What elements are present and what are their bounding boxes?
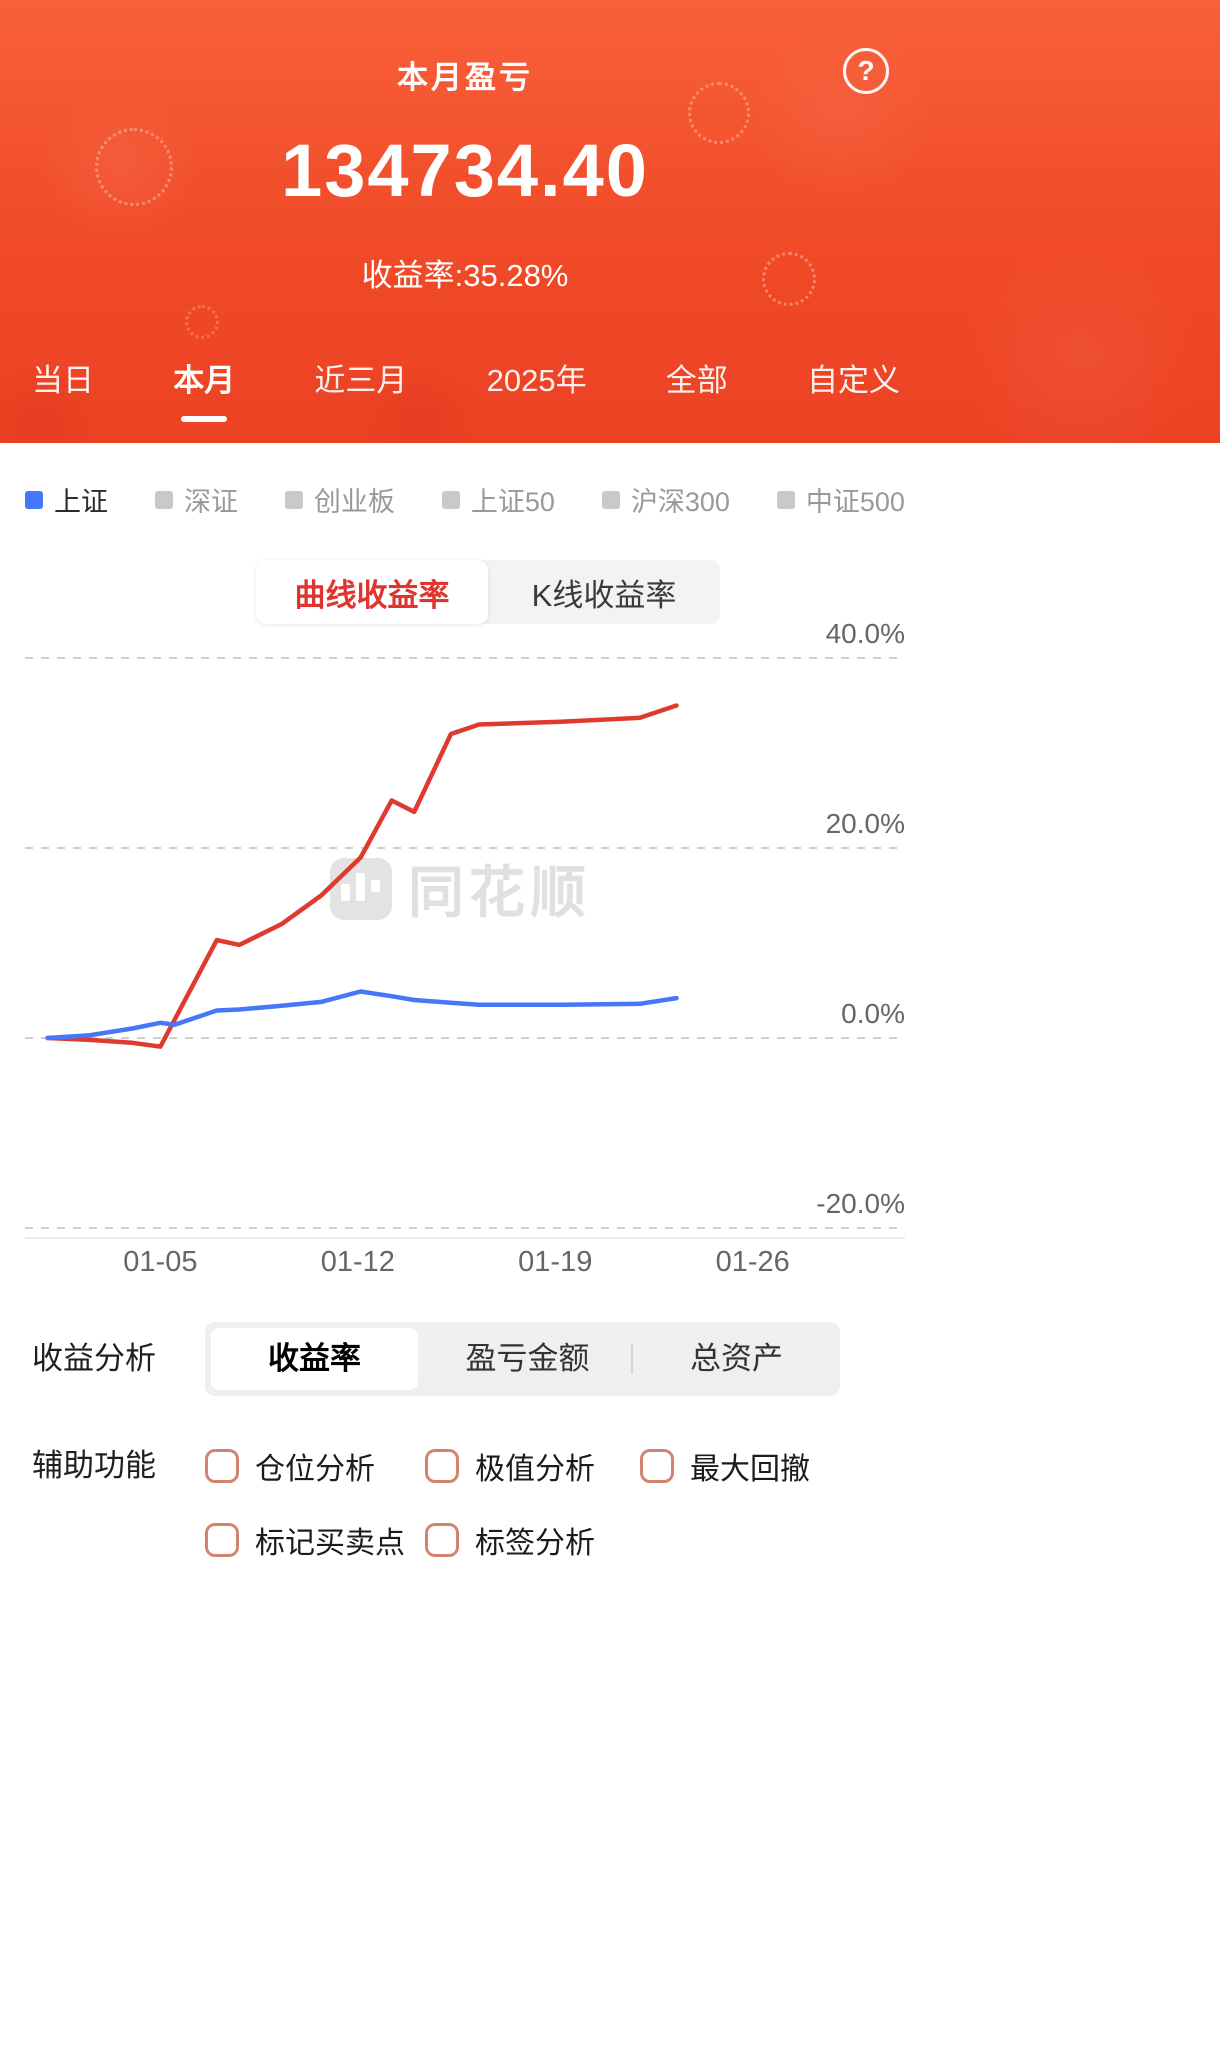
tab-underline xyxy=(514,416,560,422)
firework-decoration xyxy=(95,128,173,206)
legend-sse[interactable]: 上证 xyxy=(25,480,108,519)
checkbox-label: 标记买卖点 xyxy=(255,1527,405,1560)
toggle-kline-return[interactable]: K线收益率 xyxy=(531,577,677,613)
legend-label: 沪深300 xyxy=(630,487,730,517)
tab-last-3-months[interactable]: 近三月 xyxy=(314,355,407,422)
legend-label: 创业板 xyxy=(313,487,395,517)
return-chart[interactable]: 同花顺 40.0% 20.0% 0.0% -20.0% xyxy=(25,618,905,1239)
period-tabs: 当日 本月 近三月 2025年 全部 自定义 xyxy=(32,355,900,422)
tab-return-rate[interactable]: 收益率 xyxy=(211,1328,418,1390)
analysis-tabs: 收益率 盈亏金额 总资产 xyxy=(205,1322,840,1396)
legend-chinext[interactable]: 创业板 xyxy=(284,480,395,519)
aux-section-title: 辅助功能 xyxy=(32,1448,156,1483)
tab-all[interactable]: 全部 xyxy=(666,355,728,422)
checkbox-label: 最大回撤 xyxy=(690,1453,810,1486)
checkbox-label: 仓位分析 xyxy=(255,1453,375,1486)
legend-swatch xyxy=(441,490,460,509)
legend-swatch xyxy=(776,490,795,509)
chart-canvas[interactable] xyxy=(25,625,905,1237)
firework-decoration xyxy=(762,252,816,306)
series-line-0 xyxy=(45,703,679,1049)
watermark-text: 同花顺 xyxy=(408,861,591,924)
checkbox-icon xyxy=(640,1449,674,1483)
y-axis-label: 20.0% xyxy=(825,808,905,839)
legend-csi500[interactable]: 中证500 xyxy=(776,480,905,519)
legend-label: 深证 xyxy=(183,487,238,517)
firework-decoration xyxy=(185,305,219,339)
tab-underline xyxy=(181,416,228,422)
tab-label: 2025年 xyxy=(486,363,587,398)
return-rate-label: 收益率: xyxy=(361,258,464,293)
tab-underline xyxy=(674,416,720,422)
index-legend: 上证 深证 创业板 上证50 沪深300 中证500 xyxy=(25,480,905,519)
tab-total-assets[interactable]: 总资产 xyxy=(690,1341,783,1376)
chart-type-toggle: 曲线收益率 K线收益率 xyxy=(256,560,720,624)
x-axis-label: 01-12 xyxy=(320,1246,395,1278)
series-line-1 xyxy=(45,989,679,1041)
tab-underline xyxy=(830,416,876,422)
tab-today[interactable]: 当日 xyxy=(32,355,94,422)
checkbox-tag-analysis[interactable]: 标签分析 xyxy=(425,1514,640,1566)
return-rate-value: 35.28% xyxy=(463,258,569,293)
tab-label: 近三月 xyxy=(314,363,408,398)
checkbox-position-analysis[interactable]: 仓位分析 xyxy=(205,1440,425,1492)
tab-label: 当日 xyxy=(32,363,94,398)
checkbox-max-drawdown[interactable]: 最大回撤 xyxy=(640,1440,890,1492)
legend-label: 中证500 xyxy=(805,487,905,517)
page-title: 本月盈亏 xyxy=(397,60,533,95)
tab-label: 自定义 xyxy=(806,363,900,398)
checkbox-extreme-analysis[interactable]: 极值分析 xyxy=(425,1440,640,1492)
x-axis-label: 01-26 xyxy=(715,1246,790,1278)
tab-underline xyxy=(338,416,384,422)
tab-custom[interactable]: 自定义 xyxy=(807,355,900,422)
tab-label: 本月 xyxy=(173,363,236,398)
checkbox-icon xyxy=(205,1449,239,1483)
legend-csi300[interactable]: 沪深300 xyxy=(601,480,730,519)
x-axis-label: 01-19 xyxy=(518,1246,593,1278)
legend-swatch xyxy=(25,490,43,509)
aux-options: 仓位分析 极值分析 最大回撤 标记买卖点 标签分析 xyxy=(205,1440,905,1566)
tab-this-month[interactable]: 本月 xyxy=(173,355,235,422)
return-rate: 收益率:35.28% xyxy=(0,250,930,295)
y-axis-label: 0.0% xyxy=(841,998,905,1029)
checkbox-mark-trades[interactable]: 标记买卖点 xyxy=(205,1514,425,1566)
ths-logo-icon xyxy=(330,857,392,920)
tab-underline xyxy=(40,416,86,422)
checkbox-icon xyxy=(425,1523,459,1557)
tab-pnl-amount[interactable]: 盈亏金额 xyxy=(465,1341,590,1376)
x-axis-labels: 01-05 01-12 01-19 01-26 xyxy=(25,1246,905,1286)
legend-swatch xyxy=(154,490,173,509)
toggle-curve-return[interactable]: 曲线收益率 xyxy=(256,560,488,624)
analysis-section-title: 收益分析 xyxy=(32,1341,156,1376)
tab-year-2025[interactable]: 2025年 xyxy=(487,355,587,422)
firework-decoration xyxy=(688,82,750,144)
profit-amount: 134734.40 xyxy=(281,129,649,212)
checkbox-icon xyxy=(205,1523,239,1557)
watermark: 同花顺 xyxy=(330,848,591,929)
legend-swatch xyxy=(601,490,620,509)
legend-swatch xyxy=(284,490,303,509)
legend-sse50[interactable]: 上证50 xyxy=(441,480,555,519)
checkbox-label: 标签分析 xyxy=(475,1527,595,1560)
y-axis-label: -20.0% xyxy=(816,1188,905,1219)
header: 本月盈亏 ? 134734.40 收益率:35.28% 当日 本月 近三月 20… xyxy=(0,0,1220,443)
y-axis-label: 40.0% xyxy=(825,618,905,649)
x-axis-label: 01-05 xyxy=(123,1246,198,1278)
legend-szse[interactable]: 深证 xyxy=(154,480,238,519)
help-icon[interactable]: ? xyxy=(843,48,889,94)
checkbox-label: 极值分析 xyxy=(475,1453,595,1486)
tab-label: 全部 xyxy=(665,363,728,398)
tab-divider xyxy=(631,1344,633,1374)
legend-label: 上证50 xyxy=(470,487,555,517)
checkbox-icon xyxy=(425,1449,459,1483)
legend-label: 上证 xyxy=(54,487,108,517)
